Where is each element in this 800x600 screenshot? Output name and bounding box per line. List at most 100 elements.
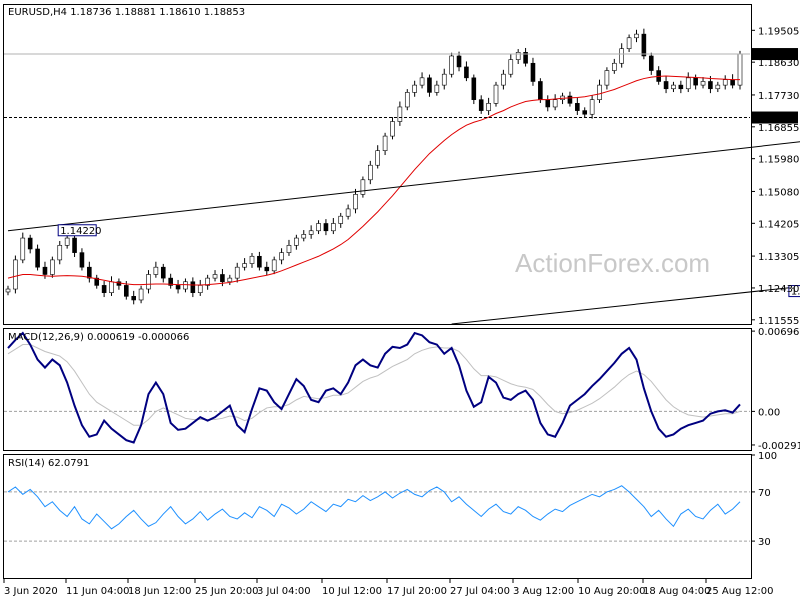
candle-body (279, 252, 284, 261)
price-y-tick-label: 1.17730 (758, 91, 799, 102)
candle-body (220, 274, 225, 283)
rsi-y-tick-label: 30 (758, 537, 771, 548)
candle-body (648, 55, 654, 71)
candle-body (20, 237, 26, 261)
macd-y-tick-label: -0.002913 (758, 441, 800, 452)
candle-body (331, 223, 336, 232)
candle-body (227, 277, 233, 283)
price-y-tick-label: 1.12430 (758, 284, 799, 295)
candle-body (146, 274, 151, 290)
channel-lower-line (451, 286, 800, 325)
candle-body (427, 77, 432, 93)
price-callout-label: 1.12550 (791, 287, 800, 298)
candle-body (515, 52, 521, 60)
candle-body (693, 77, 698, 86)
candle-body (249, 255, 255, 264)
candle-body (464, 66, 469, 79)
candle-body (671, 84, 676, 90)
rsi-plot (4, 485, 750, 542)
x-axis-tick-label: 17 Jul 20:00 (387, 586, 447, 597)
candle-body (5, 288, 11, 293)
candle-body (160, 266, 166, 279)
rsi-y-tick-label: 100 (758, 451, 777, 462)
candle-body (397, 106, 403, 122)
candle-body (42, 266, 48, 275)
candle-body (308, 230, 314, 235)
candle-body (138, 288, 144, 301)
x-axis-tick-label: 25 Aug 12:00 (706, 586, 773, 597)
candle-body (382, 135, 388, 151)
candle-body (375, 150, 380, 166)
candle-body (197, 285, 203, 293)
current-price-badge-label: 1.18853 (756, 50, 797, 61)
candle-body (626, 37, 632, 49)
x-axis-tick-label: 3 Jul 04:00 (257, 586, 311, 597)
rsi-panel-frame (3, 454, 752, 579)
candle-body (730, 79, 735, 86)
price-y-tick-label: 1.19505 (758, 26, 799, 37)
price-y-tick-label: 1.11555 (758, 316, 799, 327)
candle-body (486, 103, 491, 111)
candle-body (87, 266, 92, 279)
x-axis-tick-label: 27 Jul 04:00 (450, 586, 510, 597)
price-y-tick-label: 1.18630 (758, 58, 799, 69)
price-y-tick-label: 1.16855 (758, 123, 799, 134)
support-price-badge-label: 1.17110 (756, 114, 797, 125)
candle-body (538, 81, 543, 100)
candle-body (449, 55, 454, 75)
candle-body (678, 84, 684, 90)
candle-body (612, 62, 617, 71)
watermark: ActionForex.com (515, 248, 710, 278)
candle-body (109, 281, 114, 293)
candle-body (619, 48, 624, 64)
rsi-line (7, 485, 741, 530)
candle-body (545, 99, 551, 108)
x-axis-tick-label: 18 Jun 12:00 (128, 586, 192, 597)
candle-body (35, 248, 40, 268)
candle-body (175, 285, 181, 290)
macd-header: MACD(12,26,9) 0.000619 -0.000066 (8, 332, 189, 343)
candle-body (131, 296, 136, 301)
candle-body (301, 234, 307, 239)
candle-body (205, 277, 210, 286)
candle-body (567, 95, 573, 104)
candle-body (634, 33, 639, 39)
candle-body (323, 223, 329, 232)
x-axis-tick-label: 10 Jul 12:00 (322, 586, 382, 597)
candle-body (478, 99, 484, 111)
candle-body (434, 84, 440, 93)
candle-body (523, 52, 528, 64)
current-price-badge (752, 48, 798, 61)
candle-body (419, 77, 425, 86)
axes: 1.19505 1.18630 1.17730 1.16855 1.15980 1.150… (3, 26, 800, 597)
candle-body (501, 73, 506, 86)
candle-body (604, 70, 610, 86)
candle-body (64, 237, 70, 246)
candle-body (441, 73, 447, 86)
candle-body (456, 55, 462, 68)
candle-body (294, 237, 299, 246)
candle-body (368, 164, 373, 181)
candle-body (212, 274, 218, 279)
rsi-y-tick-label: 70 (758, 488, 771, 499)
moving-average-line (7, 75, 740, 286)
price-y-tick-label: 1.15980 (758, 155, 799, 166)
candle-body (338, 215, 344, 224)
candle-body (50, 259, 55, 275)
candle-body (597, 84, 602, 100)
candle-body (234, 266, 240, 279)
candle-body (589, 99, 595, 115)
candle-body (508, 59, 514, 75)
macd-y-tick-label: 0.006966 (758, 327, 800, 338)
price-y-tick-label: 1.15080 (758, 187, 799, 198)
candle-body (242, 263, 247, 268)
channel-upper-line (7, 141, 800, 232)
candle-body (471, 77, 477, 100)
price-callout-box (788, 285, 800, 298)
price-header: EURUSD,H4 1.18736 1.18881 1.18610 1.1885… (8, 7, 245, 18)
candle-body (404, 92, 410, 108)
candle-body (715, 84, 721, 90)
candle-body (353, 194, 358, 210)
